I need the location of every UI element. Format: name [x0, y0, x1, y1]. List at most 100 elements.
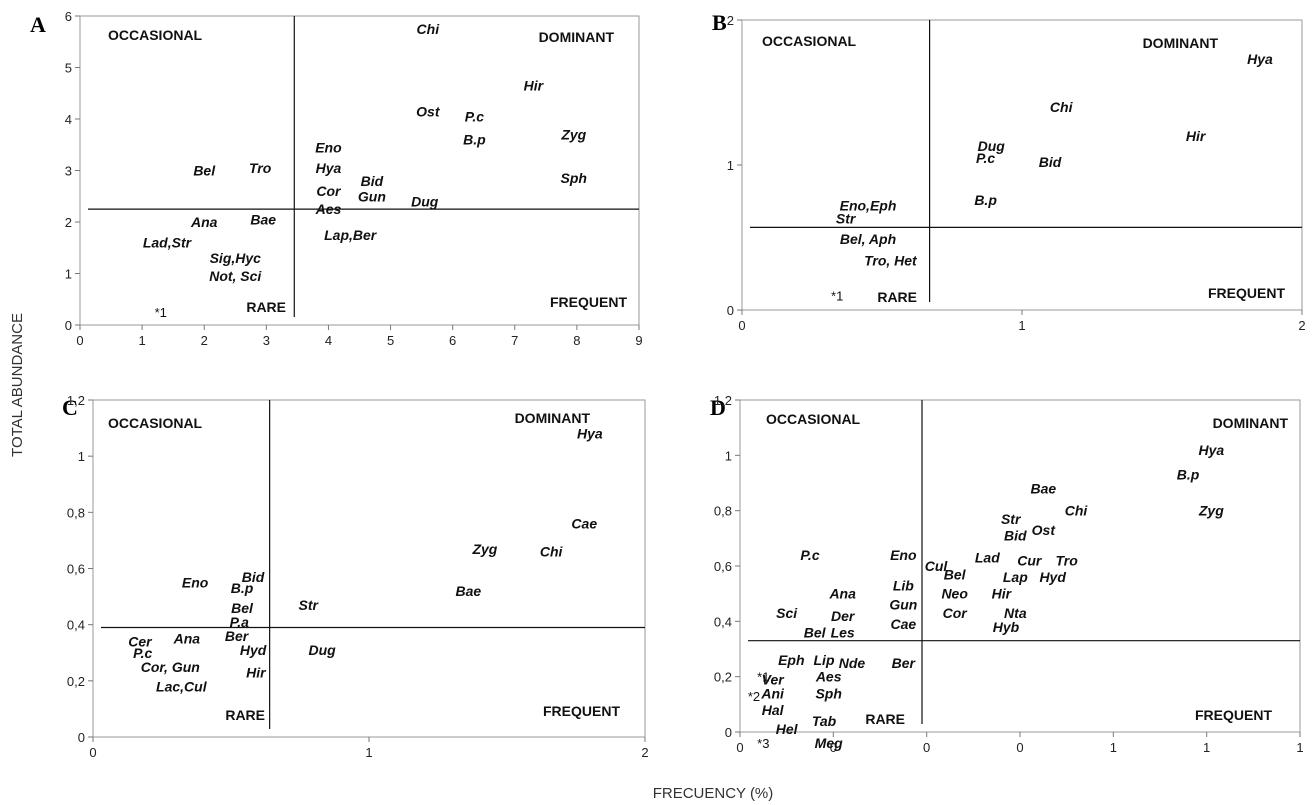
panel-d-point: Lib	[893, 577, 914, 593]
panel-a-point: Lad,Str	[143, 235, 193, 251]
panel-d-point: Str	[1001, 511, 1022, 527]
panel-b-xtick-label: 1	[1018, 318, 1025, 333]
panel-a-point: Bel	[193, 163, 216, 179]
panel-b-letter: B	[712, 10, 727, 35]
panel-b-quadrant-top-right: DOMINANT	[1143, 35, 1219, 51]
panel-b-xtick-label: 2	[1298, 318, 1305, 333]
panel-a-ytick-label: 1	[65, 267, 72, 282]
panel-c-point: Zyg	[471, 541, 497, 557]
panel-d-point: Hyd	[1039, 569, 1066, 585]
panel-a-point: Gun	[358, 188, 386, 204]
panel-a-quadrant-bottom-left: RARE	[246, 299, 286, 315]
panel-a-point: Sig,Hyc	[210, 250, 262, 266]
panel-b-quadrant-bottom-right: FREQUENT	[1208, 285, 1285, 301]
panel-d-point: P.c	[800, 547, 819, 563]
panel-d-ytick-label: 1	[725, 448, 732, 463]
panel-a-point: Lap,Ber	[324, 227, 378, 243]
panel-c-quadrant-bottom-right: FREQUENT	[543, 703, 620, 719]
panel-d-letter: D	[710, 395, 726, 420]
panel-c-xtick-label: 1	[365, 745, 372, 760]
panel-c-letter: C	[62, 395, 78, 420]
panel-d-point: Hya	[1198, 442, 1224, 458]
panel-a-point: Sph	[561, 170, 587, 186]
panel-b-point: Bel, Aph	[840, 231, 896, 247]
panel-d-point: Eno	[890, 547, 917, 563]
panel-d-point: Ver	[762, 671, 786, 687]
panel-a-point: Hya	[316, 160, 342, 176]
panel-d-point: Les	[831, 624, 855, 640]
panel-d-point: Aes	[815, 669, 842, 685]
panel-b-point: Chi	[1050, 99, 1074, 115]
panel-b-ytick-label: 1	[727, 158, 734, 173]
panel-d-point: Hel	[776, 721, 799, 737]
panel-c-ytick-label: 0,2	[67, 674, 85, 689]
panel-c-point: Cor, Gun	[141, 659, 200, 675]
panel-a-letter: A	[30, 12, 46, 37]
panel-d-point: Lap	[1003, 569, 1028, 585]
panel-b-ytick-label: 2	[727, 13, 734, 28]
panel-a-xtick-label: 6	[449, 333, 456, 348]
panel-c-ytick-label: 0,4	[67, 618, 85, 633]
panel-a-point: Aes	[315, 201, 342, 217]
panel-a-point: Bid	[361, 173, 384, 189]
panel-d-note: *2	[748, 689, 760, 704]
panel-c-quadrant-top-right: DOMINANT	[515, 410, 591, 426]
panel-a-point: Chi	[417, 21, 441, 37]
panel-a-point: Tro	[249, 160, 272, 176]
panel-d-point: Lip	[814, 652, 835, 668]
panel-c-point: Cer	[128, 634, 153, 650]
panel-d-point: Lad	[975, 550, 1000, 566]
panel-d-point: Gun	[889, 597, 917, 613]
panel-b: B 0 1 2 0 1 2 OCCASIONAL DOMINANT RARE FREQUENT Hya…	[712, 10, 1306, 333]
panel-d-quadrant-bottom-left: RARE	[865, 711, 905, 727]
panel-a-point: Ana	[190, 214, 218, 230]
panel-d-point: Ber	[892, 655, 917, 671]
panel-d-point: Bid	[1004, 528, 1027, 544]
panel-a-quadrant-top-left: OCCASIONAL	[108, 27, 203, 43]
panel-b-point: P.c	[976, 150, 995, 166]
panel-c-point: Chi	[540, 544, 564, 560]
panel-c-ytick-label: 1,2	[67, 393, 85, 408]
panels: A 0 1 2 3 4 5 6 7 8 9 0 1 2 3 4 5 6 OCCASIONAL DOMINANT RARE…	[30, 9, 1306, 760]
panel-c-point: Hya	[577, 426, 603, 442]
panel-b-quadrant-bottom-left: RARE	[877, 289, 917, 305]
panel-d-point: Hir	[992, 586, 1013, 602]
panel-d-xtick-label: 1	[1110, 740, 1117, 755]
panel-a-xtick-label: 7	[511, 333, 518, 348]
panel-a-point: B.p	[463, 132, 486, 148]
panel-d-note: *1	[757, 670, 769, 685]
panel-a-xtick-label: 5	[387, 333, 394, 348]
panel-c-quadrant-top-left: OCCASIONAL	[108, 415, 203, 431]
panel-c-point: P.a	[230, 614, 249, 630]
panel-a-xtick-label: 4	[325, 333, 332, 348]
panel-d-xtick-label: 0	[830, 740, 837, 755]
panel-b-point: Hya	[1247, 51, 1273, 67]
panel-d-point: Hyb	[993, 619, 1020, 635]
panel-c-point: Ana	[173, 631, 201, 647]
panel-d-point: Meg	[815, 735, 843, 751]
panel-a-ytick-label: 2	[65, 215, 72, 230]
panel-c-point: B.p	[231, 580, 254, 596]
panel-d-point: Tab	[812, 713, 837, 729]
panel-b-point: Str	[836, 211, 857, 227]
panel-c-ytick-label: 0	[78, 730, 85, 745]
panel-a-frame	[79, 15, 640, 326]
panel-d-point: Bel	[804, 624, 827, 640]
panel-a-point: P.c	[465, 108, 484, 124]
panel-c-point: Hir	[246, 664, 267, 680]
panel-a-ytick-label: 4	[65, 112, 72, 127]
panel-a-xtick-label: 0	[76, 333, 83, 348]
panel-c-ytick-label: 0,8	[67, 505, 85, 520]
panel-d-ytick-label: 0,4	[714, 614, 732, 629]
panel-b-quadrant-top-left: OCCASIONAL	[762, 33, 857, 49]
panel-a-xtick-label: 1	[138, 333, 145, 348]
panel-b-point: Bid	[1039, 154, 1062, 170]
panel-c-point: Cae	[571, 516, 597, 532]
panel-c-point: Str	[299, 597, 320, 613]
panel-a-point: Hir	[524, 78, 545, 94]
panel-a-quadrant-bottom-right: FREQUENT	[550, 294, 627, 310]
panel-d-point: Der	[831, 608, 856, 624]
panel-d-quadrant-top-left: OCCASIONAL	[766, 411, 861, 427]
panel-a: A 0 1 2 3 4 5 6 7 8 9 0 1 2 3 4 5 6 OCCASIONAL DOMINANT RARE…	[30, 9, 643, 348]
panel-c-point: Eno	[182, 575, 209, 591]
